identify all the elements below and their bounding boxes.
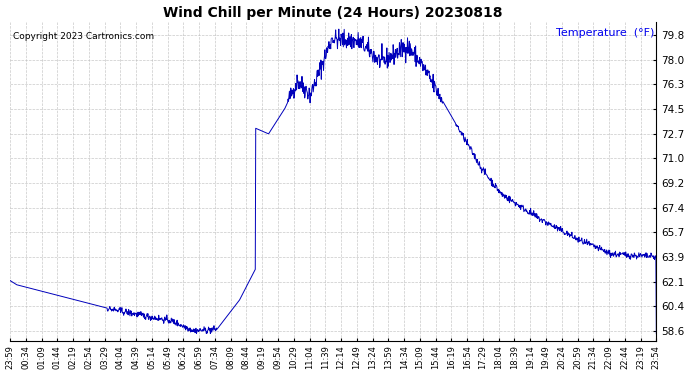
- Title: Wind Chill per Minute (24 Hours) 20230818: Wind Chill per Minute (24 Hours) 2023081…: [164, 6, 503, 20]
- Text: Copyright 2023 Cartronics.com: Copyright 2023 Cartronics.com: [13, 32, 155, 40]
- Text: Temperature  (°F): Temperature (°F): [556, 28, 655, 39]
